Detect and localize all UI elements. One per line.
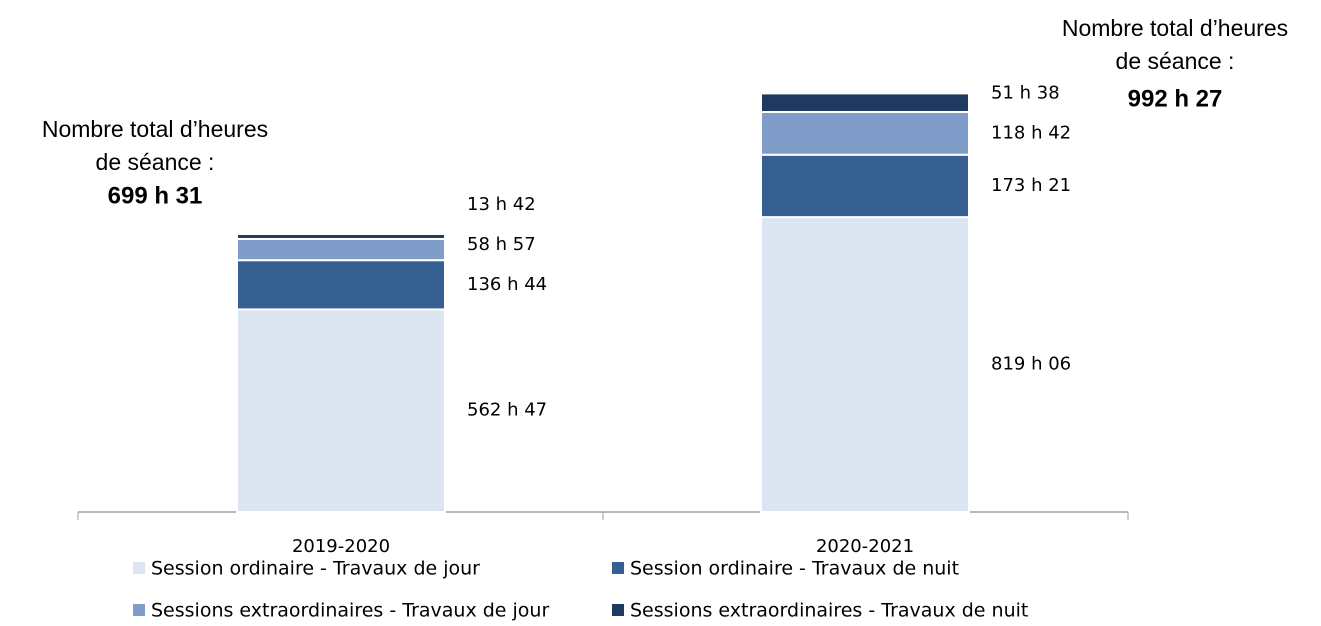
annotation-text: de séance :: [1116, 48, 1235, 74]
legend-swatch: [612, 562, 624, 574]
annotation-total: 992 h 27: [1128, 85, 1223, 112]
x-tick-label: 2019-2020: [292, 536, 390, 557]
legend-swatch: [133, 604, 145, 616]
annotation-text: Nombre total d’heures: [42, 116, 268, 142]
bar-segment: [760, 216, 970, 513]
bar-segment: [760, 110, 970, 156]
legend-label: Session ordinaire - Travaux de jour: [151, 558, 480, 580]
bar-segment: [760, 92, 970, 113]
annotation-total: 699 h 31: [108, 182, 203, 209]
value-label: 562 h 47: [467, 400, 547, 421]
annotation-text: de séance :: [96, 149, 215, 175]
legend-label: Session ordinaire - Travaux de nuit: [630, 558, 959, 580]
legend-label: Sessions extraordinaires - Travaux de nu…: [630, 600, 1028, 622]
bar-segment: [236, 233, 446, 240]
x-tick-label: 2020-2021: [816, 536, 914, 557]
bar-segment: [236, 259, 446, 311]
bar-segment: [236, 237, 446, 262]
bar-segment: [236, 308, 446, 513]
bar-segment: [760, 153, 970, 219]
annotation-text: Nombre total d’heures: [1062, 15, 1288, 41]
value-label: 118 h 42: [991, 122, 1071, 143]
legend-swatch: [133, 562, 145, 574]
value-label: 13 h 42: [467, 194, 536, 215]
value-label: 58 h 57: [467, 234, 536, 255]
legend-label: Sessions extraordinaires - Travaux de jo…: [151, 600, 549, 622]
value-label: 173 h 21: [991, 175, 1071, 196]
legend-swatch: [612, 604, 624, 616]
value-label: 51 h 38: [991, 82, 1060, 103]
value-label: 136 h 44: [467, 274, 547, 295]
value-label: 819 h 06: [991, 354, 1071, 375]
